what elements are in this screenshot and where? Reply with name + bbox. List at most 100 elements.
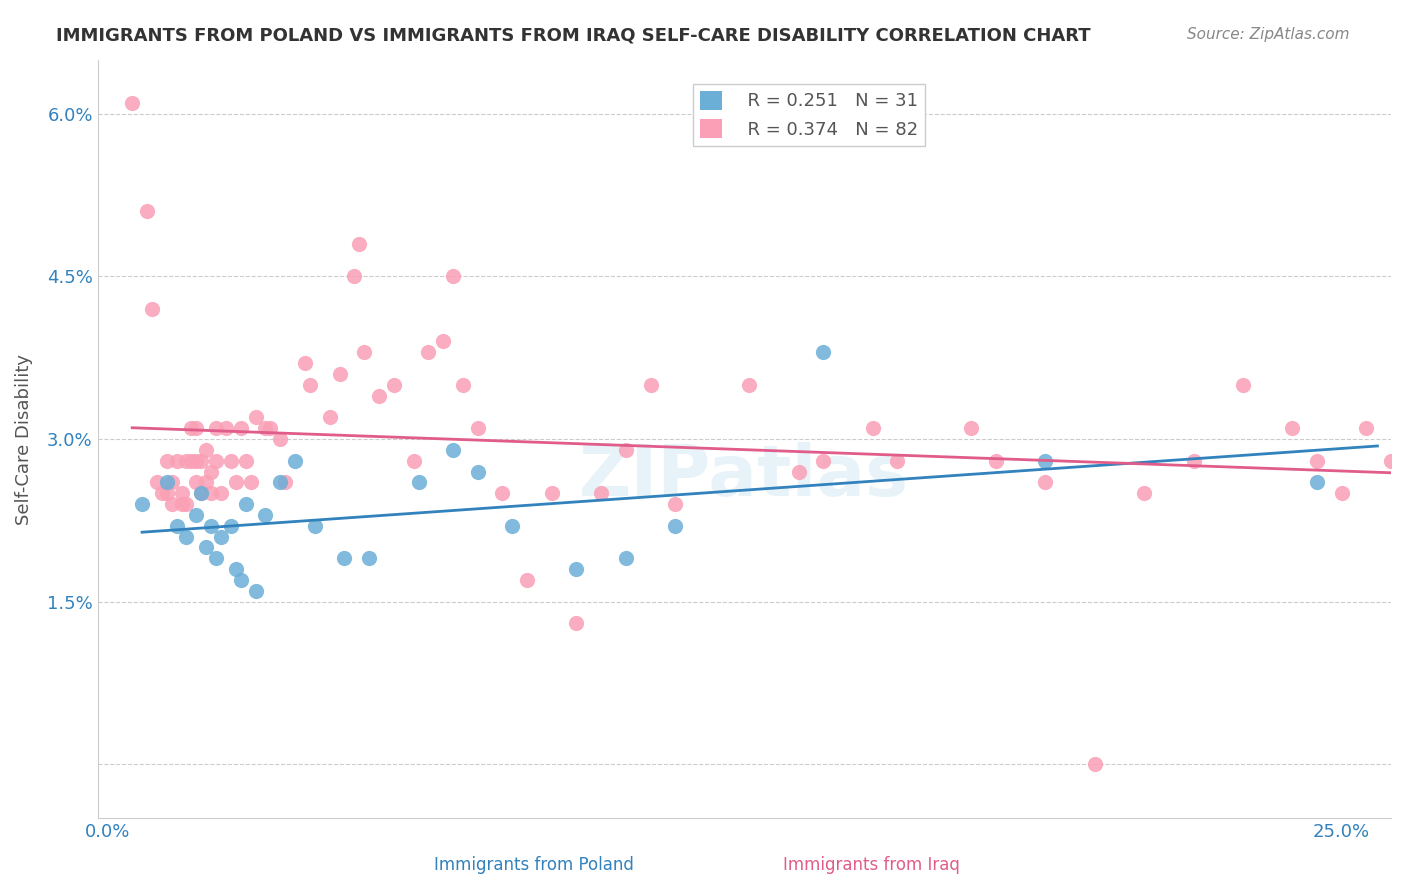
Point xyxy=(408,475,430,490)
Point xyxy=(1306,475,1329,490)
Point xyxy=(333,551,356,566)
Point xyxy=(441,269,464,284)
Point xyxy=(960,421,983,435)
Point xyxy=(235,453,257,467)
Point xyxy=(1232,377,1254,392)
Point xyxy=(259,421,281,435)
Point xyxy=(738,377,761,392)
Point xyxy=(565,616,588,631)
Point xyxy=(294,356,316,370)
Point xyxy=(540,486,562,500)
Y-axis label: Self-Care Disability: Self-Care Disability xyxy=(15,353,32,524)
Point xyxy=(195,541,218,555)
Point xyxy=(254,508,277,522)
Point xyxy=(170,486,193,500)
Point xyxy=(176,453,198,467)
Point xyxy=(235,497,257,511)
Point xyxy=(156,453,179,467)
Point xyxy=(298,377,321,392)
Point xyxy=(186,508,208,522)
Point xyxy=(200,465,222,479)
Text: ZIPatlas: ZIPatlas xyxy=(579,442,910,511)
Point xyxy=(200,486,222,500)
Point xyxy=(432,334,454,349)
Point xyxy=(359,551,381,566)
Point xyxy=(156,475,179,490)
Point xyxy=(225,562,247,576)
Point xyxy=(984,453,1007,467)
Point xyxy=(146,475,169,490)
Point xyxy=(219,453,242,467)
Text: Immigrants from Poland: Immigrants from Poland xyxy=(434,856,634,874)
Point xyxy=(205,421,228,435)
Point xyxy=(368,389,391,403)
Point xyxy=(640,377,662,392)
Point xyxy=(1035,475,1057,490)
Point xyxy=(269,475,291,490)
Point xyxy=(141,301,163,316)
Point xyxy=(186,475,208,490)
Point xyxy=(1330,486,1353,500)
Point xyxy=(467,465,489,479)
Legend:   R = 0.251   N = 31,   R = 0.374   N = 82: R = 0.251 N = 31, R = 0.374 N = 82 xyxy=(693,84,925,146)
Point xyxy=(205,551,228,566)
Point xyxy=(664,497,686,511)
Text: Immigrants from Iraq: Immigrants from Iraq xyxy=(783,856,960,874)
Point xyxy=(565,562,588,576)
Point xyxy=(195,475,218,490)
Point xyxy=(1355,421,1378,435)
Point xyxy=(467,421,489,435)
Point xyxy=(239,475,262,490)
Point xyxy=(614,442,637,457)
Point xyxy=(229,421,252,435)
Point xyxy=(441,442,464,457)
Point xyxy=(813,345,835,359)
Point xyxy=(176,497,198,511)
Point xyxy=(353,345,375,359)
Point xyxy=(170,497,193,511)
Point xyxy=(245,410,267,425)
Point xyxy=(190,486,212,500)
Point xyxy=(209,486,232,500)
Point xyxy=(190,453,212,467)
Point xyxy=(664,518,686,533)
Point xyxy=(200,518,222,533)
Point xyxy=(245,583,267,598)
Point xyxy=(150,486,173,500)
Point xyxy=(274,475,297,490)
Point xyxy=(1035,453,1057,467)
Text: IMMIGRANTS FROM POLAND VS IMMIGRANTS FROM IRAQ SELF-CARE DISABILITY CORRELATION : IMMIGRANTS FROM POLAND VS IMMIGRANTS FRO… xyxy=(56,27,1091,45)
Point xyxy=(343,269,366,284)
Point xyxy=(813,453,835,467)
Point xyxy=(209,530,232,544)
Point xyxy=(205,453,228,467)
Point xyxy=(491,486,513,500)
Point xyxy=(1133,486,1156,500)
Point xyxy=(451,377,474,392)
Point xyxy=(160,497,183,511)
Point xyxy=(1281,421,1303,435)
Point xyxy=(349,236,371,251)
Point xyxy=(160,475,183,490)
Point xyxy=(176,530,198,544)
Point xyxy=(156,486,179,500)
Point xyxy=(284,453,307,467)
Point xyxy=(215,421,238,435)
Point xyxy=(1306,453,1329,467)
Point xyxy=(121,95,143,110)
Point xyxy=(1379,453,1402,467)
Point xyxy=(219,518,242,533)
Point xyxy=(382,377,405,392)
Text: Source: ZipAtlas.com: Source: ZipAtlas.com xyxy=(1187,27,1350,42)
Point xyxy=(186,453,208,467)
Point xyxy=(1084,757,1107,772)
Point xyxy=(166,453,188,467)
Point xyxy=(304,518,326,533)
Point xyxy=(614,551,637,566)
Point xyxy=(501,518,523,533)
Point xyxy=(516,573,538,587)
Point xyxy=(328,367,350,381)
Point xyxy=(787,465,810,479)
Point xyxy=(591,486,613,500)
Point xyxy=(166,518,188,533)
